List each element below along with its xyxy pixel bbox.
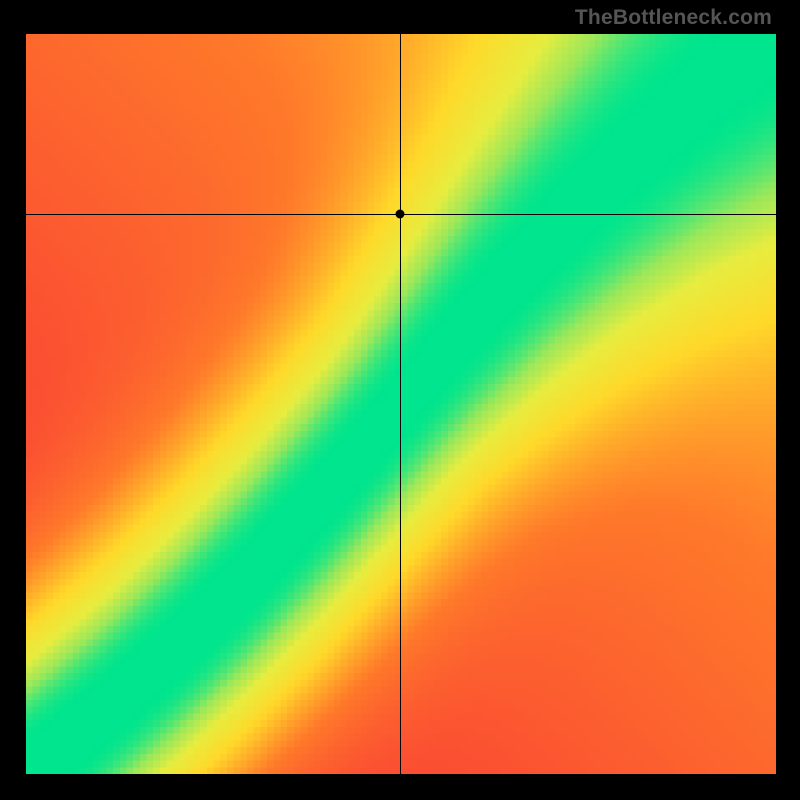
heatmap-canvas [26, 34, 776, 774]
bottleneck-heatmap [26, 34, 776, 774]
watermark-text: TheBottleneck.com [575, 6, 772, 30]
